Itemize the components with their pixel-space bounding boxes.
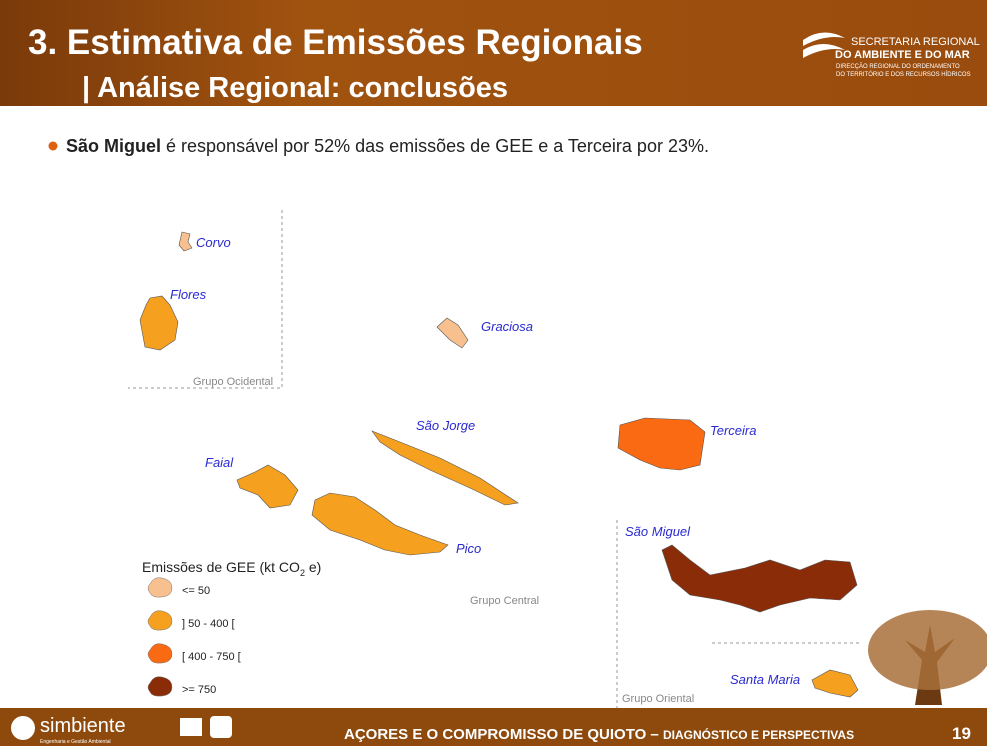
footer-title: AÇORES E O COMPROMISSO DE QUIOTO – DIAGN… xyxy=(344,726,854,743)
island-label: Flores xyxy=(170,287,207,302)
bullet-rest: é responsável por 52% das emissões de GE… xyxy=(161,136,709,156)
logo-line: DIRECÇÃO REGIONAL DO ORDENAMENTO xyxy=(836,63,960,70)
island-label: Pico xyxy=(456,541,481,556)
group-label: Grupo Ocidental xyxy=(193,376,273,388)
footer-title-main: AÇORES E O COMPROMISSO DE QUIOTO – xyxy=(344,726,663,743)
island-label: Faial xyxy=(205,455,234,470)
bullet-text: São Miguel é responsável por 52% das emi… xyxy=(66,136,709,156)
bullet-bold: São Miguel xyxy=(66,136,161,156)
island-label: Santa Maria xyxy=(730,672,800,687)
bullet-dot xyxy=(49,142,58,151)
group-label: Grupo Central xyxy=(470,595,539,607)
background xyxy=(0,0,987,746)
logo-line: DO AMBIENTE E DO MAR xyxy=(835,49,970,61)
legend-title-part: Emissões de GEE (kt CO xyxy=(142,559,300,575)
flag-icon xyxy=(180,718,202,736)
legend-title-part: e) xyxy=(305,559,321,575)
brand: simbiente xyxy=(40,715,126,737)
brand-icon xyxy=(11,716,35,740)
island-label: Graciosa xyxy=(481,319,533,334)
island-label: Terceira xyxy=(710,423,756,438)
island-label: São Miguel xyxy=(625,524,691,539)
island-label: Corvo xyxy=(196,235,231,250)
legend-label: ] 50 - 400 [ xyxy=(182,618,235,630)
legend-label: <= 50 xyxy=(182,585,210,597)
logo-line: DO TERRITÓRIO E DOS RECURSOS HÍDRICOS xyxy=(836,71,971,78)
page: 3. Estimativa de Emissões Regionais | An… xyxy=(0,0,987,746)
slide: 3. Estimativa de Emissões Regionais | An… xyxy=(0,0,987,746)
footer-title-small: DIAGNÓSTICO E PERSPECTIVAS xyxy=(663,727,854,742)
legend-label: [ 400 - 750 [ xyxy=(182,651,241,663)
logo-line: SECRETARIA REGIONAL xyxy=(851,36,980,48)
page-number: 19 xyxy=(952,724,971,743)
brand-tagline: Engenharia e Gestão Ambiental xyxy=(40,739,111,745)
group-label: Grupo Oriental xyxy=(622,693,694,705)
island-label: São Jorge xyxy=(416,418,475,433)
logo-icon xyxy=(210,716,232,738)
title: 3. Estimativa de Emissões Regionais xyxy=(28,23,643,62)
subtitle: | Análise Regional: conclusões xyxy=(82,72,508,104)
legend-label: >= 750 xyxy=(182,684,216,696)
